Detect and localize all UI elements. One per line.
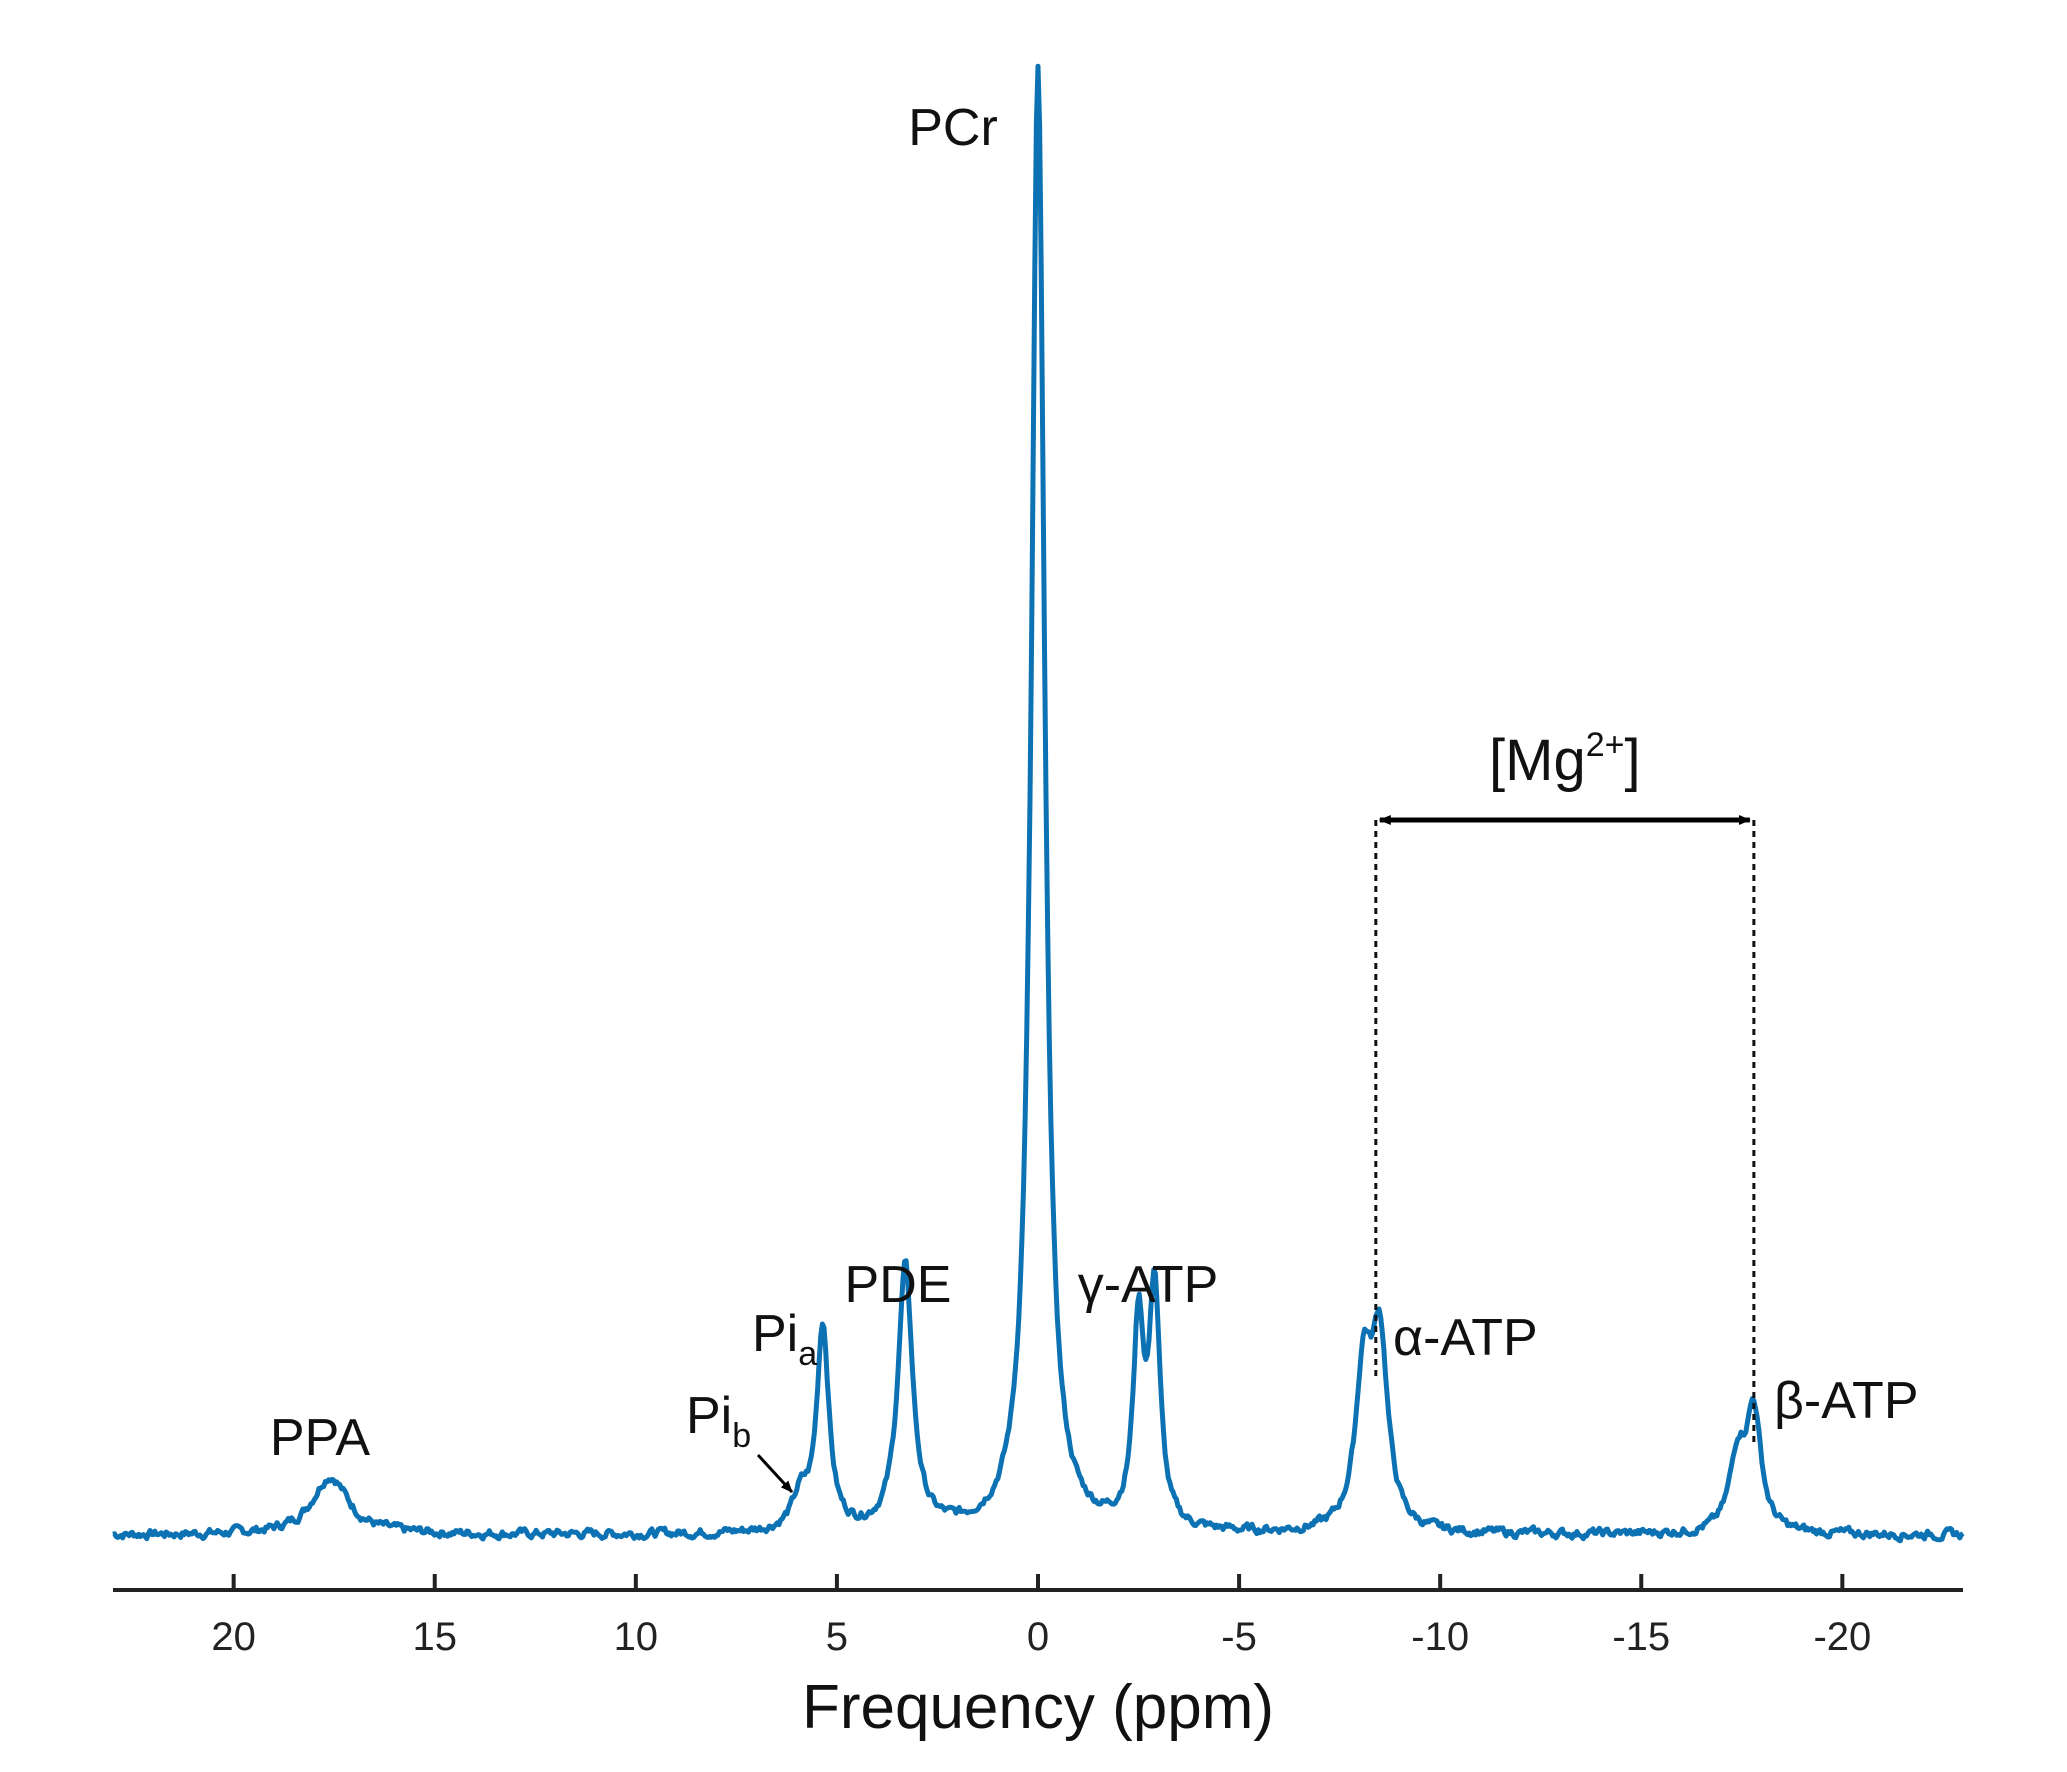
x-tick-label: -15 [1612,1615,1670,1659]
peak-label-pcr: PCr [908,99,998,157]
x-tick-label: 20 [211,1615,256,1659]
peak-label-pde: PDE [845,1256,952,1314]
x-ticks: 20 15 10 5 0 -5 -10 -15 -20 [211,1574,1871,1659]
x-tick-label: 15 [412,1615,457,1659]
x-tick-label: 5 [826,1615,848,1659]
x-axis-title: Frequency (ppm) [802,1673,1274,1742]
pi-b-base: Pi [686,1387,732,1445]
pi-b-sub: b [732,1417,751,1455]
x-tick-label: 0 [1027,1615,1049,1659]
peak-label-pi-a: Pia [752,1305,817,1373]
mg-label-base: [Mg [1489,728,1586,793]
mg-annotation: [Mg2+] [1374,726,1756,1445]
x-tick-label: -20 [1813,1615,1871,1659]
mg-label: [Mg2+] [1489,726,1641,793]
x-tick-label: -10 [1411,1615,1469,1659]
pi-a-base: Pi [752,1305,798,1363]
mg-label-close: ] [1625,728,1641,793]
peak-label-pi-b: Pib [686,1387,751,1455]
mg-label-sup: 2+ [1586,726,1625,764]
x-axis: 20 15 10 5 0 -5 -10 -15 -20 [113,1574,1963,1659]
peak-label-beta-atp: β-ATP [1774,1372,1919,1430]
peak-label-ppa: PPA [270,1409,371,1467]
x-tick-label: 10 [614,1615,659,1659]
peak-label-gamma-atp: γ-ATP [1078,1256,1219,1314]
x-tick-label: -5 [1221,1615,1257,1659]
pi-a-sub: a [798,1335,817,1373]
spectrum-line [112,63,1965,1544]
peak-label-alpha-atp: α-ATP [1393,1309,1538,1367]
pi-b-pointer-arrow [756,1453,794,1494]
